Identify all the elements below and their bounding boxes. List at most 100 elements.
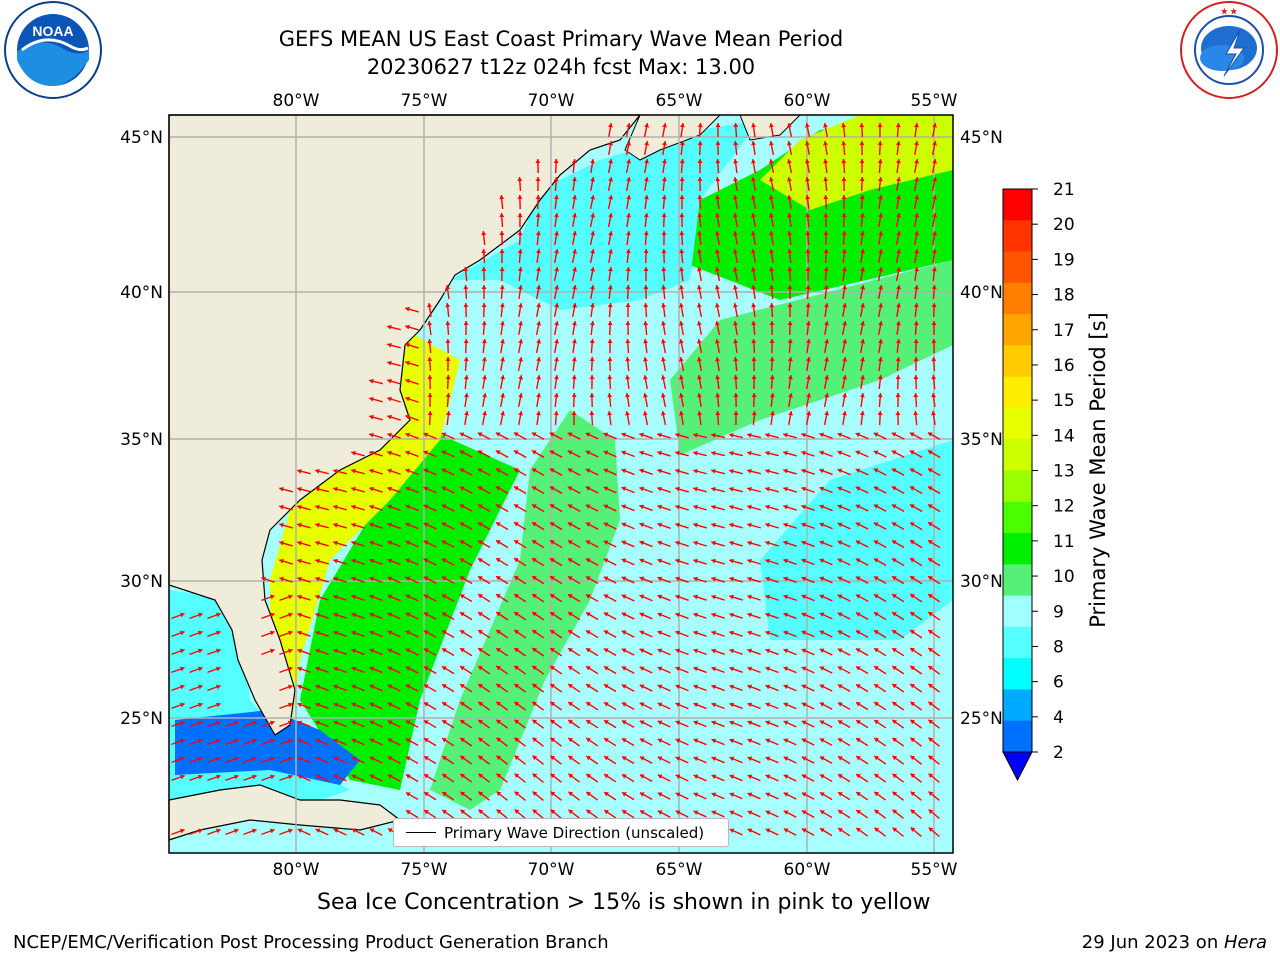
- wave-arrow-head: [801, 702, 807, 707]
- wave-arrow-head: [751, 267, 756, 272]
- wave-arrow-head: [914, 141, 919, 146]
- wave-arrow-head: [517, 267, 523, 272]
- wave-arrow-head: [441, 450, 447, 456]
- wave-arrow-head: [607, 411, 613, 416]
- wave-arrow-head: [442, 774, 447, 779]
- wave-arrow-head: [859, 195, 865, 200]
- wave-arrow-head: [657, 612, 663, 618]
- wave-arrow-head: [874, 738, 879, 743]
- wave-arrow-head: [481, 303, 487, 308]
- colorbar-band: [1003, 501, 1032, 534]
- wave-arrow-head: [445, 393, 451, 398]
- wave-arrow-head: [747, 684, 753, 690]
- colorbar-tick-label: 19: [1053, 250, 1075, 270]
- wave-arrow-head: [423, 612, 429, 617]
- footer-date: 29 Jun 2023 on Hera: [1082, 932, 1267, 953]
- wave-arrow-head: [747, 648, 752, 654]
- wave-arrow-head: [513, 432, 519, 437]
- wave-arrow-head: [197, 828, 203, 834]
- wave-arrow-head: [387, 576, 393, 582]
- wave-arrow-head: [639, 756, 645, 761]
- wave-arrow-head: [585, 612, 591, 617]
- wave-arrow-head: [715, 411, 721, 416]
- wave-arrow-head: [914, 267, 919, 272]
- wave-arrow-head: [729, 738, 735, 744]
- wave-arrow-head: [765, 504, 770, 510]
- wave-arrow-head: [783, 594, 789, 600]
- wave-arrow-head: [769, 267, 775, 272]
- wave-arrow-head: [783, 612, 789, 618]
- wave-arrow-head: [639, 504, 645, 510]
- wave-arrow-head: [269, 774, 275, 780]
- wave-arrow-head: [297, 684, 303, 690]
- wave-arrow-head: [297, 594, 302, 600]
- wave-arrow-head: [604, 756, 609, 761]
- colorbar-tick-label: 9: [1053, 602, 1064, 622]
- wave-arrow-head: [751, 141, 756, 146]
- wave-arrow-head: [517, 231, 523, 236]
- wave-arrow-head: [783, 828, 789, 833]
- wave-arrow-head: [823, 249, 829, 254]
- wave-arrow-head: [423, 576, 429, 581]
- wave-arrow-head: [500, 411, 506, 416]
- wave-arrow-head: [693, 666, 699, 672]
- wave-arrow-head: [660, 393, 666, 398]
- wave-arrow-head: [369, 630, 375, 636]
- wave-arrow-head: [729, 540, 734, 546]
- wave-arrow-head: [693, 540, 698, 546]
- wave-arrow-head: [514, 683, 520, 689]
- wave-arrow-head: [855, 486, 861, 492]
- wave-arrow-head: [333, 576, 338, 582]
- wave-arrow-head: [463, 285, 469, 290]
- wave-arrow-head: [333, 612, 338, 618]
- wave-arrow-head: [913, 411, 919, 416]
- wave-arrow-head: [697, 213, 703, 218]
- wave-arrow-head: [554, 303, 560, 308]
- wave-arrow-head: [287, 612, 293, 618]
- wave-arrow-head: [464, 411, 469, 416]
- wave-arrow-head: [369, 738, 375, 744]
- wave-arrow-head: [928, 683, 934, 689]
- wave-arrow-head: [427, 321, 433, 326]
- wave-arrow-head: [333, 738, 339, 744]
- wave-arrow-head: [824, 339, 830, 344]
- wave-arrow-head: [550, 648, 555, 653]
- wave-arrow-head: [315, 468, 320, 474]
- wave-arrow-head: [874, 684, 879, 689]
- wave-arrow-head: [675, 558, 680, 564]
- wave-arrow-head: [269, 720, 275, 726]
- wave-arrow-head: [855, 450, 861, 456]
- wave-arrow-head: [405, 468, 411, 474]
- wave-arrow-head: [910, 701, 916, 707]
- wave-arrow-head: [568, 666, 573, 671]
- wave-arrow-head: [572, 195, 577, 200]
- wave-arrow-head: [535, 213, 541, 218]
- wave-arrow-head: [786, 177, 792, 182]
- wave-arrow-head: [495, 450, 501, 455]
- wave-arrow-head: [423, 486, 429, 492]
- wave-arrow-head: [568, 791, 574, 797]
- wave-arrow-head: [513, 468, 519, 473]
- wave-arrow-head: [679, 267, 685, 272]
- wave-arrow-head: [626, 177, 632, 182]
- wave-arrow-head: [819, 738, 825, 743]
- wave-arrow-head: [251, 774, 257, 780]
- wave-arrow-head: [715, 375, 721, 380]
- wave-arrow-head: [842, 339, 848, 344]
- wave-arrow-head: [747, 558, 752, 564]
- colorbar-tick-label: 4: [1053, 708, 1064, 728]
- wave-arrow-head: [855, 576, 861, 581]
- wave-arrow-head: [678, 375, 684, 380]
- wave-arrow-head: [297, 540, 302, 546]
- wave-arrow-head: [625, 375, 631, 380]
- wave-arrow-head: [914, 177, 920, 182]
- wave-arrow-head: [914, 195, 920, 200]
- wave-arrow-head: [733, 159, 739, 164]
- wave-arrow-head: [625, 249, 631, 254]
- wave-arrow-head: [604, 810, 609, 815]
- wave-arrow-head: [675, 450, 680, 456]
- colorbar-band: [1003, 439, 1032, 471]
- wave-arrow-head: [590, 195, 596, 200]
- wave-arrow-head: [603, 666, 609, 671]
